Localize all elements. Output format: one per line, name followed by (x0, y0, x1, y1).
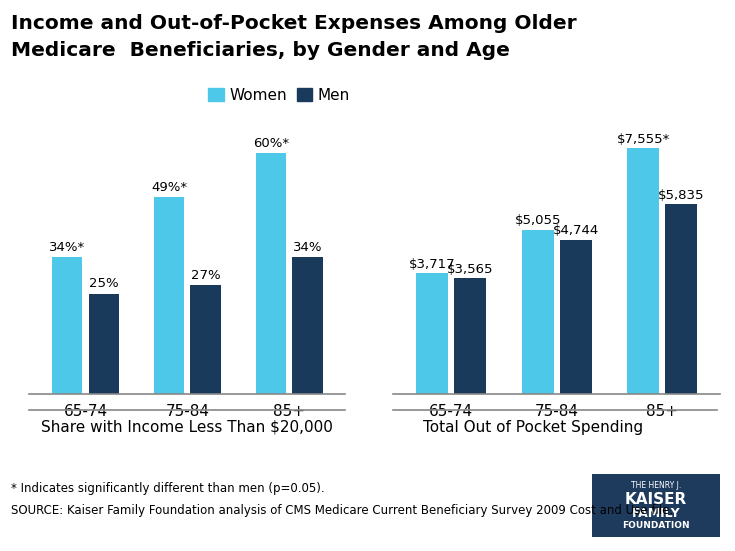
Bar (628, 148, 659, 394)
Text: 49%*: 49%* (151, 181, 187, 194)
Bar (417, 273, 448, 394)
Text: $5,835: $5,835 (658, 189, 705, 202)
Text: Income and Out-of-Pocket Expenses Among Older: Income and Out-of-Pocket Expenses Among … (11, 14, 577, 33)
Text: 27%: 27% (191, 269, 220, 282)
Text: KAISER: KAISER (625, 491, 687, 507)
Text: 25%: 25% (89, 277, 118, 290)
Bar (154, 197, 184, 394)
Text: $5,055: $5,055 (514, 214, 561, 228)
Text: Total Out of Pocket Spending: Total Out of Pocket Spending (423, 420, 643, 435)
Text: THE HENRY J.: THE HENRY J. (631, 481, 681, 490)
Text: 34%*: 34%* (49, 241, 85, 254)
Text: 34%: 34% (293, 241, 323, 254)
Bar (560, 240, 592, 394)
Bar (52, 257, 82, 394)
Bar (293, 257, 323, 394)
Text: FOUNDATION: FOUNDATION (622, 521, 690, 530)
Bar (522, 230, 553, 394)
Text: $7,555*: $7,555* (617, 133, 670, 146)
Bar (88, 294, 119, 394)
Text: $4,744: $4,744 (553, 224, 599, 237)
Text: FAMILY: FAMILY (631, 507, 681, 520)
Bar (665, 204, 697, 394)
Text: $3,717: $3,717 (409, 258, 456, 271)
Bar (454, 278, 486, 394)
Text: 60%*: 60%* (253, 137, 289, 150)
Text: Medicare  Beneficiaries, by Gender and Age: Medicare Beneficiaries, by Gender and Ag… (11, 41, 510, 60)
Text: SOURCE: Kaiser Family Foundation analysis of CMS Medicare Current Beneficiary Su: SOURCE: Kaiser Family Foundation analysi… (11, 504, 673, 517)
Text: * Indicates significantly different than men (p=0.05).: * Indicates significantly different than… (11, 482, 325, 495)
Text: $3,565: $3,565 (447, 263, 493, 276)
Legend: Women, Men: Women, Men (209, 88, 350, 102)
Bar (190, 285, 221, 394)
Text: Share with Income Less Than $20,000: Share with Income Less Than $20,000 (41, 420, 334, 435)
Bar (256, 153, 287, 394)
